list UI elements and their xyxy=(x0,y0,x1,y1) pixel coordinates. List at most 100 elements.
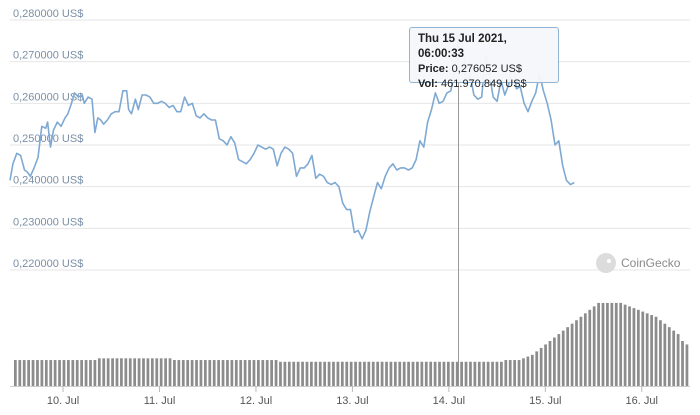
volume-bar xyxy=(239,360,243,386)
volume-bar xyxy=(340,361,344,386)
volume-bar xyxy=(416,361,419,386)
volume-bar xyxy=(455,361,459,386)
y-tick-label: 0,260000 US$ xyxy=(13,91,83,103)
volume-bar xyxy=(522,358,525,386)
volume-bar xyxy=(305,361,309,386)
volume-bar xyxy=(102,358,106,386)
volume-bar xyxy=(80,360,84,386)
volume-bar xyxy=(667,327,671,386)
volume-bar xyxy=(606,302,609,386)
gecko-logo-icon xyxy=(596,253,616,273)
volume-bar xyxy=(424,361,428,386)
volume-bar xyxy=(393,361,397,386)
volume-bar xyxy=(208,360,212,386)
volume-bar xyxy=(270,360,273,386)
volume-bar xyxy=(402,361,406,386)
volume-bar xyxy=(226,360,229,386)
volume-bar xyxy=(18,360,22,386)
volume-bar xyxy=(429,361,433,386)
volume-bar xyxy=(517,360,521,386)
volume-bar xyxy=(508,360,512,386)
volume-bar xyxy=(186,360,190,386)
volume-bar xyxy=(597,302,600,386)
volume-bar xyxy=(473,361,477,386)
volume-bar xyxy=(345,361,349,386)
volume-bar xyxy=(460,361,463,386)
volume-bar xyxy=(155,358,159,386)
volume-bar xyxy=(27,360,30,386)
volume-bar xyxy=(654,316,658,386)
volume-bar xyxy=(168,358,172,386)
volume-bar xyxy=(380,361,384,386)
volume-bar xyxy=(367,361,371,386)
volume-bar xyxy=(376,361,380,386)
volume-bar xyxy=(115,358,119,386)
volume-bar xyxy=(477,361,481,386)
volume-bar xyxy=(252,360,256,386)
volume-bar xyxy=(438,361,441,386)
volume-bar xyxy=(40,360,44,386)
volume-bar xyxy=(544,344,547,386)
volume-bar xyxy=(283,361,287,386)
volume-bar xyxy=(93,360,97,386)
volume-bar xyxy=(336,361,340,386)
price-series xyxy=(9,35,575,240)
volume-bar xyxy=(257,360,260,386)
volume-bar xyxy=(14,360,17,386)
y-tick-label: 0,240000 US$ xyxy=(13,175,83,187)
volume-bar xyxy=(177,360,181,386)
volume-bar xyxy=(49,360,53,386)
volume-bar xyxy=(491,361,494,386)
volume-bar xyxy=(327,361,331,386)
volume-bar xyxy=(287,361,291,386)
volume-bar xyxy=(583,313,587,386)
volume-bar xyxy=(628,306,631,386)
volume-bar xyxy=(371,361,375,386)
price-tooltip: Thu 15 Jul 2021, 06:00:33 Price: 0,27605… xyxy=(409,27,559,90)
volume-bar xyxy=(279,361,282,386)
volume-bar xyxy=(212,360,216,386)
volume-bar xyxy=(663,323,667,386)
volume-bar xyxy=(243,360,247,386)
volume-bar xyxy=(385,361,388,386)
x-tick-label: 16. Jul xyxy=(626,395,658,407)
volume-bar xyxy=(636,309,640,386)
x-tick-label: 11. Jul xyxy=(144,395,176,407)
volume-bar xyxy=(407,361,410,386)
volume-bar xyxy=(314,361,318,386)
x-tick-label: 14. Jul xyxy=(433,395,465,407)
volume-bar xyxy=(217,360,220,386)
volume-bar xyxy=(641,311,645,386)
volume-bar xyxy=(323,361,327,386)
volume-bar xyxy=(526,356,530,386)
tooltip-price-value: 0,276052 US$ xyxy=(451,63,522,75)
volume-bar xyxy=(561,330,565,386)
volume-bar xyxy=(133,358,137,386)
volume-bar xyxy=(592,306,596,386)
volume-bar xyxy=(44,360,48,386)
volume-bar xyxy=(292,361,296,386)
volume-bar xyxy=(142,358,145,386)
volume-bar xyxy=(31,360,35,386)
volume-bar xyxy=(588,309,592,386)
volume-bar xyxy=(451,361,455,386)
y-tick-label: 0,250000 US$ xyxy=(13,133,83,145)
volume-bar xyxy=(500,361,503,386)
volume-bar xyxy=(389,361,393,386)
volume-bar xyxy=(681,341,684,386)
volume-bar xyxy=(106,358,110,386)
price-line xyxy=(9,35,575,240)
volume-bar xyxy=(221,360,225,386)
volume-bar xyxy=(301,361,304,386)
volume-bar xyxy=(685,344,689,386)
volume-bar xyxy=(566,327,570,386)
volume-bar xyxy=(469,361,472,386)
volume-bar xyxy=(610,302,614,386)
volume-bar xyxy=(53,360,57,386)
volume-bar xyxy=(619,302,623,386)
volume-bar xyxy=(318,361,322,386)
volume-bar xyxy=(482,361,486,386)
volume-bar xyxy=(446,361,450,386)
volume-bar xyxy=(261,360,265,386)
volume-bar xyxy=(124,358,128,386)
